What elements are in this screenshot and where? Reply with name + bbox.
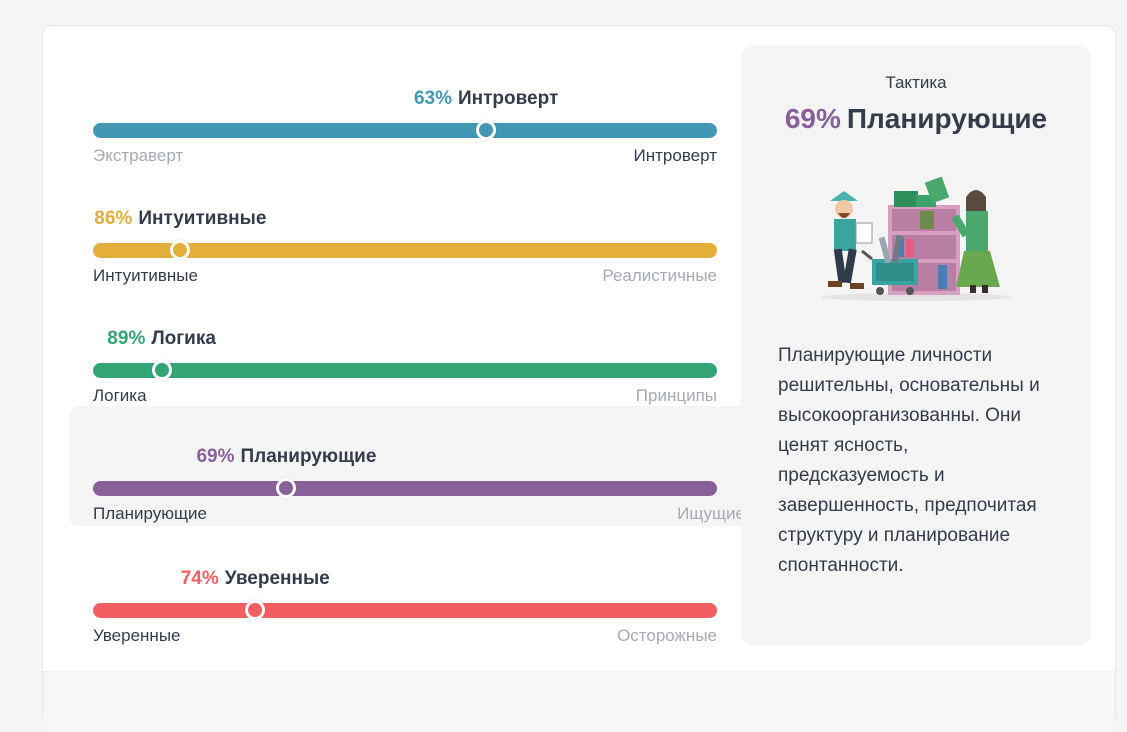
trait-title: 69% Планирующие [196, 446, 376, 468]
card-footer [43, 671, 1115, 732]
trait-percent: 63% [413, 88, 452, 109]
trait-name: Интуитивные [138, 208, 267, 229]
trait-right-label: Принципы [635, 386, 717, 405]
trait-percent: 69% [196, 446, 235, 467]
trait-detail-percent: 69% [784, 103, 841, 134]
trait-left-label: Уверенные [93, 626, 181, 645]
trait-left-label: Экстраверт [93, 146, 184, 165]
trait-name: Уверенные [224, 568, 330, 589]
trait-detail-panel: Тактика 69% Планирующие [741, 45, 1091, 645]
trait-right-label: Реалистичные [602, 266, 717, 285]
trait-bar [93, 603, 717, 618]
trait-bar [93, 243, 717, 258]
trait-title: 63% Интроверт [414, 88, 558, 110]
trait-title: 86% Интуитивные [94, 208, 266, 230]
trait-right-label: Осторожные [617, 626, 717, 645]
trait-knob[interactable] [151, 360, 172, 380]
trait-name: Логика [151, 328, 216, 349]
trait-category: Тактика [885, 73, 947, 92]
trait-left-label: Планирующие [93, 504, 207, 523]
trait-percent: 89% [107, 328, 146, 349]
trait-title: 74% Уверенные [181, 568, 330, 590]
trait-left-label: Логика [93, 386, 147, 405]
trait-bar [93, 363, 717, 378]
personality-results-card: 63% Интроверт Экстраверт Интроверт 86% Инт… [42, 25, 1116, 732]
trait-knob[interactable] [276, 478, 297, 498]
trait-row[interactable]: 89% Логика Логика Принципы [69, 288, 741, 408]
planners-illustration-icon [821, 176, 1011, 301]
trait-title: 89% Логика [107, 328, 216, 350]
trait-left-label: Интуитивные [93, 266, 198, 285]
trait-detail-title: 69% Планирующие [741, 103, 1091, 135]
trait-detail-name: Планирующие [846, 103, 1048, 134]
trait-knob[interactable] [476, 120, 497, 140]
trait-right-label: Ищущие [677, 504, 745, 523]
trait-row-active[interactable]: 69% Планирующие Планирующие Ищущие [69, 406, 769, 526]
trait-name: Интроверт [457, 88, 559, 109]
trait-row[interactable]: 63% Интроверт Экстраверт Интроверт [69, 48, 741, 168]
trait-bar [93, 481, 717, 496]
trait-knob[interactable] [170, 240, 191, 260]
trait-right-label: Интроверт [633, 146, 717, 165]
trait-percent: 74% [180, 568, 219, 589]
trait-percent: 86% [94, 208, 133, 229]
trait-knob[interactable] [245, 600, 266, 620]
trait-row[interactable]: 74% Уверенные Уверенные Осторожные [69, 528, 741, 648]
trait-row[interactable]: 86% Интуитивные Интуитивные Реалистичные [69, 168, 741, 288]
trait-bar [93, 123, 717, 138]
trait-name: Планирующие [240, 446, 377, 467]
trait-description: Планирующие личности решительны, основат… [778, 345, 1040, 576]
